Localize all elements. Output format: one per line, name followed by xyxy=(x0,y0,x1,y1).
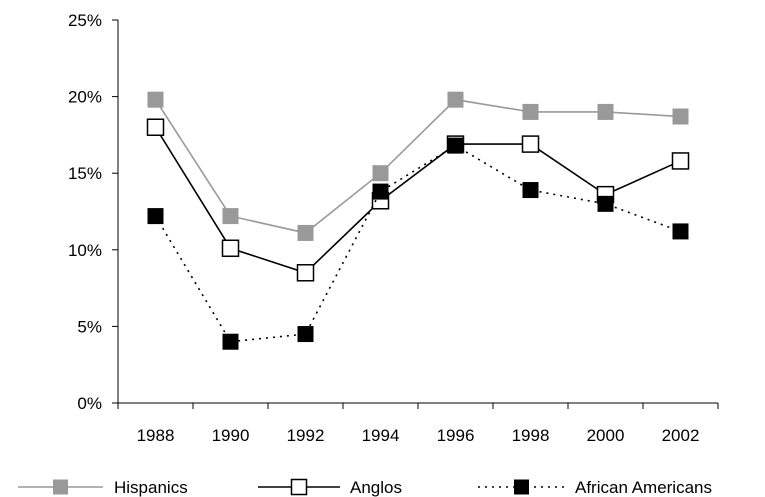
data-point xyxy=(597,103,614,120)
legend-label: Anglos xyxy=(350,478,402,497)
data-point xyxy=(597,195,614,212)
data-point xyxy=(222,333,239,350)
x-tick-label: 1990 xyxy=(212,426,250,445)
legend-label: Hispanics xyxy=(114,478,188,497)
legend-marker xyxy=(290,478,308,496)
legend-item: Hispanics xyxy=(18,478,188,497)
x-tick-label: 1996 xyxy=(437,426,475,445)
data-point xyxy=(146,118,165,136)
x-tick-label: 1988 xyxy=(137,426,175,445)
legend: Hispanics Anglos African Americans xyxy=(18,478,712,497)
data-point xyxy=(296,264,315,282)
x-tick-label: 1992 xyxy=(287,426,325,445)
x-tick-label: 2000 xyxy=(587,426,625,445)
series-line xyxy=(154,98,681,234)
x-tick-label: 1994 xyxy=(362,426,400,445)
data-point xyxy=(521,135,540,153)
data-point xyxy=(671,152,690,170)
series-layer xyxy=(146,91,690,350)
legend-item: Anglos xyxy=(258,478,402,497)
data-point xyxy=(147,208,164,225)
legend-label: African Americans xyxy=(575,478,712,497)
x-tick-label: 1998 xyxy=(512,426,550,445)
y-tick-label: 5% xyxy=(77,317,102,336)
data-point xyxy=(522,103,539,120)
data-point xyxy=(447,137,464,154)
data-point xyxy=(672,223,689,240)
legend-item: African Americans xyxy=(478,478,712,497)
y-tick-label: 15% xyxy=(68,164,102,183)
legend-marker xyxy=(514,479,529,495)
y-tick-label: 25% xyxy=(68,11,102,30)
data-point xyxy=(222,208,239,225)
data-point xyxy=(447,91,464,108)
x-tick-label: 2002 xyxy=(662,426,700,445)
legend-marker xyxy=(53,479,68,495)
data-point xyxy=(297,224,314,241)
data-point xyxy=(372,183,389,200)
data-point xyxy=(147,91,164,108)
data-point xyxy=(522,182,539,199)
axes: 0% 5% 10% 15% 20% 25% 1988 1990 1992 1994 1996 1998… xyxy=(68,11,719,445)
series-line xyxy=(154,126,681,274)
data-point xyxy=(221,239,240,258)
y-tick-label: 10% xyxy=(68,241,102,260)
data-point xyxy=(672,108,689,125)
y-tick-label: 0% xyxy=(77,394,102,413)
data-point xyxy=(372,165,389,182)
y-tick-label: 20% xyxy=(68,88,102,107)
data-point xyxy=(297,326,314,343)
